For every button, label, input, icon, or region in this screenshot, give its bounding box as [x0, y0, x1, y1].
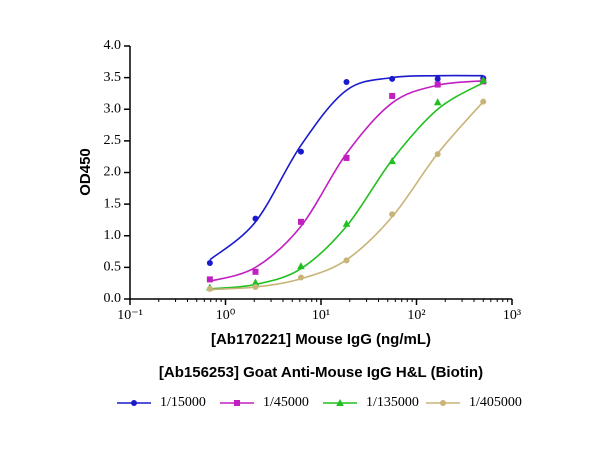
data-point [480, 98, 487, 105]
data-point [252, 268, 259, 275]
subtitle: [Ab156253] Goat Anti-Mouse IgG H&L (Biot… [159, 364, 483, 381]
data-point [206, 285, 213, 292]
data-point [251, 278, 260, 286]
legend-label: 1/405000 [469, 395, 522, 410]
data-point [434, 81, 441, 88]
legend-label: 1/15000 [160, 395, 206, 410]
data-point [434, 75, 441, 82]
legend-label: 1/45000 [263, 395, 309, 410]
x-tick-label: 10¹ [312, 308, 330, 323]
x-axis-label: [Ab170221] Mouse IgG (ng/mL) [211, 331, 431, 348]
data-point [343, 154, 350, 161]
data-point [297, 148, 304, 155]
y-tick-label: 2.5 [104, 133, 122, 148]
fit-curve [209, 79, 484, 283]
y-tick-label: 3.0 [104, 101, 122, 116]
y-tick-label: 0.5 [104, 260, 122, 275]
data-point [206, 259, 213, 266]
data-point [389, 92, 396, 99]
x-tick-label: 10⁰ [216, 308, 236, 323]
y-axis-label: OD450 [77, 148, 94, 196]
y-tick-label: 1.0 [104, 228, 122, 243]
legend-marker [234, 400, 240, 406]
data-point [206, 276, 213, 283]
legend-marker [336, 399, 344, 406]
data-point [297, 262, 305, 270]
data-point [342, 219, 351, 227]
data-point [389, 211, 396, 218]
data-point [343, 79, 350, 86]
data-point [297, 218, 304, 225]
y-tick-label: 3.5 [104, 70, 122, 85]
data-point [252, 283, 259, 290]
legend-marker [440, 400, 446, 406]
y-tick-label: 1.5 [104, 196, 122, 211]
data-point [389, 75, 396, 82]
y-tick-label: 2.0 [104, 165, 122, 180]
data-point [252, 215, 259, 222]
x-tick-label: 10³ [503, 308, 521, 323]
y-tick-label: 4.0 [104, 38, 122, 53]
x-tick-label: 10⁻¹ [117, 308, 143, 323]
legend-label: 1/135000 [366, 395, 419, 410]
data-point [479, 76, 488, 84]
data-point [433, 98, 442, 106]
data-point [297, 274, 304, 281]
data-point [434, 151, 441, 158]
data-point [343, 257, 350, 264]
data-point [388, 157, 396, 165]
legend-marker [131, 400, 137, 406]
fit-curve [209, 74, 484, 261]
x-tick-label: 10² [407, 308, 425, 323]
y-tick-label: 0.0 [104, 291, 122, 306]
